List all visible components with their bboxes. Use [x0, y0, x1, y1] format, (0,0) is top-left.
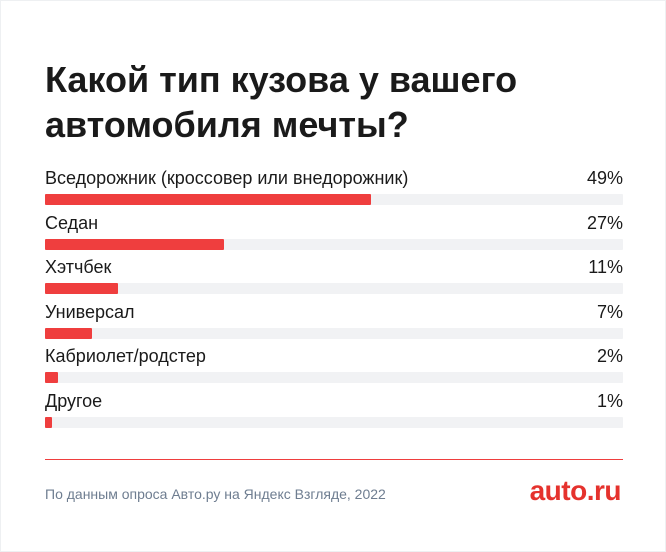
bar-track	[45, 327, 623, 339]
bar	[45, 194, 371, 205]
bar-row: Универсал 7%	[45, 301, 623, 346]
bar-track	[45, 416, 623, 428]
bar-track	[45, 283, 623, 294]
bar-category-label: Универсал	[45, 301, 135, 322]
bar-track	[45, 194, 623, 205]
bar-row: Другое 1%	[45, 390, 623, 435]
bar	[45, 372, 59, 383]
bar-category-label: Хэтчбек	[45, 257, 112, 277]
source-note: По данным опроса Авто.ру на Яндекс Взгля…	[45, 486, 386, 502]
bar-row: Седан 27%	[45, 212, 623, 257]
chart-title: Какой тип кузова у вашего автомобиля меч…	[45, 59, 518, 145]
bar-track	[45, 238, 623, 250]
bar-category-label: Кабриолет/родстер	[45, 346, 206, 366]
bar-row: Хэтчбек 11%	[45, 256, 623, 301]
bar-value-label: 11%	[588, 257, 623, 277]
bar	[45, 416, 52, 428]
bar-track	[45, 372, 623, 383]
bar-category-label: Другое	[45, 390, 103, 411]
bar-value-label: 49%	[586, 168, 623, 188]
bar	[45, 238, 225, 250]
bar-row: Кабриолет/родстер 2%	[45, 345, 623, 390]
bar	[45, 283, 119, 294]
footer-divider	[45, 459, 623, 460]
bar-value-label: 2%	[596, 346, 623, 366]
bar-row: Вседорожник (кроссовер или внедорожник) 4…	[45, 167, 623, 212]
bar-category-label: Седан	[45, 212, 99, 233]
bar-category-label: Вседорожник (кроссовер или внедорожник)	[45, 168, 409, 188]
bar	[45, 327, 92, 339]
bar-value-label: 1%	[596, 390, 623, 411]
auto-ru-logo: auto.ru	[529, 475, 622, 506]
bar-value-label: 27%	[586, 212, 623, 233]
bar-chart: Вседорожник (кроссовер или внедорожник) 4…	[45, 167, 623, 434]
bar-value-label: 7%	[596, 301, 623, 322]
